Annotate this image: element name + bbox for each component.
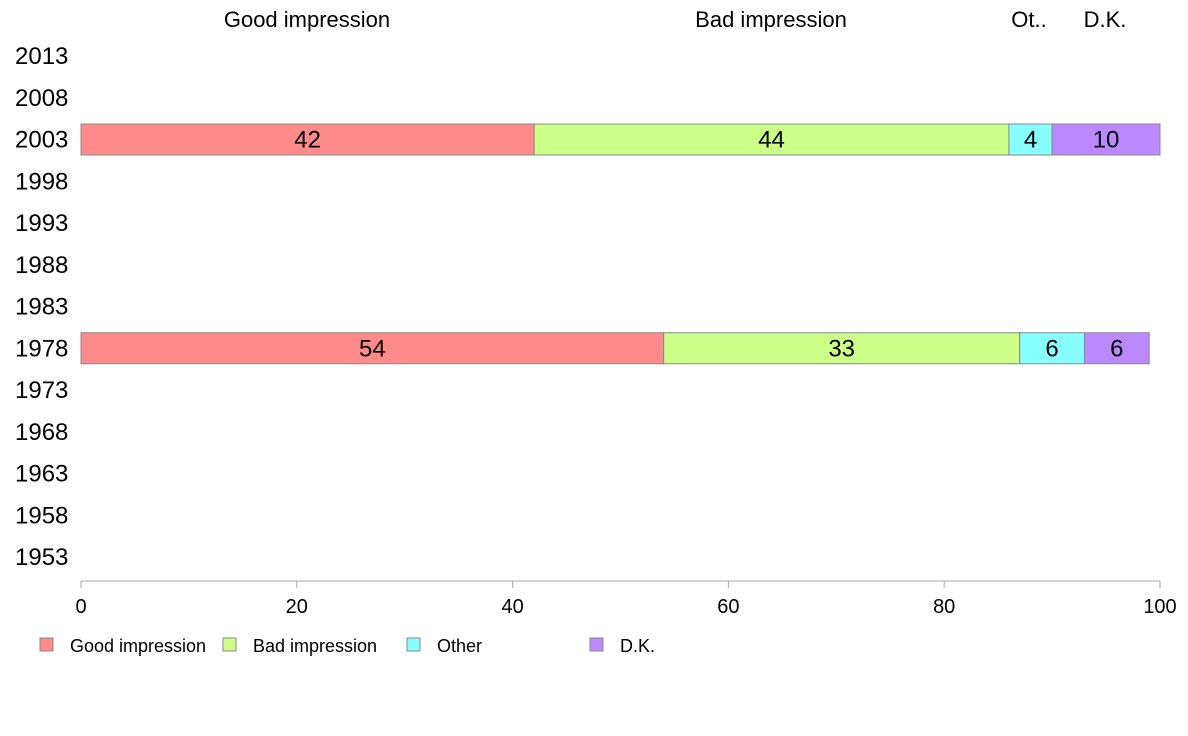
data-label-2003-other: 4 xyxy=(1024,127,1037,154)
data-label-1978-bad-impression: 33 xyxy=(828,335,855,362)
legend-label-other: Other xyxy=(437,636,482,656)
data-label-1978-d-k: 6 xyxy=(1110,335,1123,362)
x-tick-label-100: 100 xyxy=(1143,596,1176,618)
x-tick-label-40: 40 xyxy=(501,596,523,618)
y-tick-label-1973: 1973 xyxy=(15,377,68,404)
bar-2003-bad-impression xyxy=(533,123,1010,156)
data-label-2003-bad-impression: 44 xyxy=(758,127,785,154)
legend-label-d-k: D.K. xyxy=(620,636,655,656)
legend-swatch-bad-impression xyxy=(222,637,237,652)
data-label-1978-good-impression: 54 xyxy=(359,335,386,362)
bar-1978-other xyxy=(1019,332,1085,365)
y-tick-label-1968: 1968 xyxy=(15,419,68,446)
y-tick-label-1963: 1963 xyxy=(15,461,68,488)
bar-1978-d-k xyxy=(1083,332,1150,365)
legend-swatch-d-k xyxy=(589,637,604,652)
column-headers: Good impression Bad impression Ot.. D.K. xyxy=(224,7,1127,32)
y-axis-tick-labels: 2013 2008 2003 1998 1993 1988 1983 1978 1973 1968… xyxy=(15,43,68,571)
legend-label-good-impression: Good impression xyxy=(70,636,206,656)
legend: Good impression Bad impression Other D.K. xyxy=(39,636,655,656)
x-tick-label-20: 20 xyxy=(286,596,308,618)
y-tick-label-1983: 1983 xyxy=(15,294,68,321)
column-header-d-k: D.K. xyxy=(1084,7,1127,32)
x-tick-label-80: 80 xyxy=(933,596,955,618)
y-tick-label-2013: 2013 xyxy=(15,43,68,70)
y-tick-label-1998: 1998 xyxy=(15,168,68,195)
legend-label-bad-impression: Bad impression xyxy=(253,636,377,656)
legend-swatch-good-impression xyxy=(39,637,54,652)
y-tick-label-1953: 1953 xyxy=(15,544,68,571)
y-tick-label-1958: 1958 xyxy=(15,502,68,529)
bar-1978-bad-impression xyxy=(663,332,1021,365)
bar-1978-good-impression xyxy=(80,332,665,365)
x-tick-label-0: 0 xyxy=(75,596,86,618)
legend-swatch-other xyxy=(406,637,421,652)
bar-2003-d-k xyxy=(1051,123,1161,156)
y-tick-label-1993: 1993 xyxy=(15,210,68,237)
x-tick-label-60: 60 xyxy=(717,596,739,618)
bar-2003-good-impression xyxy=(80,123,535,156)
data-label-2003-good-impression: 42 xyxy=(294,127,321,154)
column-header-good-impression: Good impression xyxy=(224,7,390,32)
data-label-2003-d-k: 10 xyxy=(1093,127,1120,154)
column-header-ot: Ot.. xyxy=(1011,7,1046,32)
x-axis: 0 20 40 60 80 100 xyxy=(75,580,1177,618)
data-label-1978-other: 6 xyxy=(1045,335,1058,362)
y-tick-label-1988: 1988 xyxy=(15,252,68,279)
bar-2003-other xyxy=(1008,123,1053,156)
y-tick-label-2008: 2008 xyxy=(15,85,68,112)
y-tick-label-1978: 1978 xyxy=(15,335,68,362)
column-header-bad-impression: Bad impression xyxy=(695,7,847,32)
y-tick-label-2003: 2003 xyxy=(15,127,68,154)
